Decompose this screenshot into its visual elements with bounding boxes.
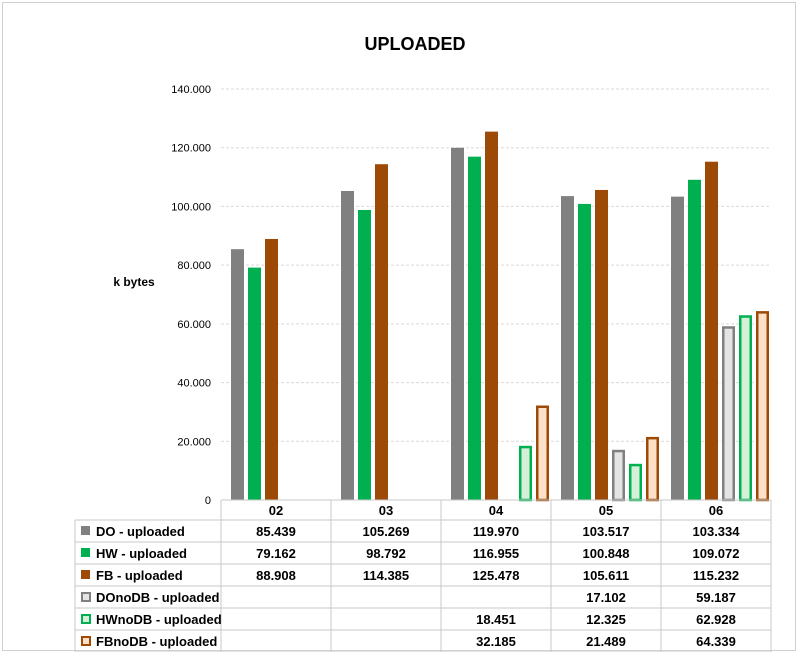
- data-label: 100.848: [583, 546, 630, 561]
- data-label: 64.339: [696, 634, 736, 649]
- data-label: 88.908: [256, 568, 296, 583]
- bar-do-05: [561, 196, 574, 500]
- bar-fb-02: [265, 238, 278, 500]
- legend-key: [81, 570, 90, 579]
- data-table: 02 03 04 05 06 DO - uploaded 85.439 105.269 119.…: [74, 499, 772, 653]
- bar-do-03: [341, 190, 354, 500]
- y-tick-label: 0: [205, 495, 211, 507]
- data-label: 109.072: [693, 546, 740, 561]
- y-tick-label: 20.000: [177, 436, 211, 448]
- legend-key: [81, 592, 91, 602]
- bar-do-04: [451, 147, 464, 500]
- y-tick-label: 40.000: [177, 378, 211, 390]
- y-tick-label: 60.000: [177, 319, 211, 331]
- chart-svg: UPLOADED k bytes 0 20.000 40.000 60.000 80.0…: [74, 34, 772, 653]
- bar-fbnodb-06: [756, 311, 769, 502]
- legend-key: [81, 526, 90, 535]
- legend-key: [81, 614, 91, 624]
- data-label: 12.325: [586, 612, 626, 627]
- y-tick-labels: 0 20.000 40.000 60.000 80.000 100.000 120.000 1…: [171, 84, 211, 507]
- y-tick-label: 100.000: [171, 201, 211, 213]
- data-label: 119.970: [473, 524, 519, 539]
- bar-fbnodb-05: [646, 436, 659, 502]
- y-tick-label: 140.000: [171, 84, 211, 96]
- x-tick-label: 06: [709, 503, 723, 518]
- x-tick-label: 04: [489, 503, 504, 518]
- bar-fb-03: [375, 164, 388, 501]
- legend-label: FB - uploaded: [96, 568, 183, 583]
- bar-hwnodb-06: [739, 315, 752, 502]
- legend-label: HW - uploaded: [96, 546, 187, 561]
- bar-fb-06: [705, 161, 718, 500]
- chart-title: UPLOADED: [364, 34, 465, 54]
- y-axis-label: k bytes: [113, 275, 155, 289]
- data-label: 105.269: [363, 524, 410, 539]
- bar-do-06: [671, 196, 684, 500]
- bar-hw-03: [358, 209, 371, 500]
- data-label: 98.792: [366, 546, 406, 561]
- data-label: 114.385: [363, 568, 409, 583]
- legend-label: DOnoDB - uploaded: [96, 590, 220, 605]
- data-label: 85.439: [256, 524, 296, 539]
- data-label: 115.232: [693, 568, 739, 583]
- bar-do-02: [231, 249, 244, 500]
- bar-fb-05: [595, 189, 608, 500]
- data-label: 62.928: [696, 612, 736, 627]
- x-tick-label: 02: [269, 503, 283, 518]
- data-label: 116.955: [473, 546, 519, 561]
- bar-hw-06: [688, 179, 701, 500]
- bar-donodb-05: [612, 449, 625, 502]
- bar-fb-04: [485, 131, 498, 500]
- x-tick-label: 05: [599, 503, 613, 518]
- data-label: 59.187: [696, 590, 736, 605]
- legend-label: HWnoDB - uploaded: [96, 612, 222, 627]
- data-label: 79.162: [256, 546, 296, 561]
- bar-donodb-06: [722, 326, 735, 502]
- legend-label: DO - uploaded: [96, 524, 185, 539]
- legend-label: FBnoDB - uploaded: [96, 634, 217, 649]
- bar-hw-05: [578, 203, 591, 500]
- legend-key: [81, 548, 90, 557]
- x-tick-label: 03: [379, 503, 393, 518]
- y-tick-label: 120.000: [171, 143, 211, 155]
- bars: [231, 131, 769, 502]
- data-label: 32.185: [476, 634, 516, 649]
- bar-hw-02: [248, 267, 261, 500]
- data-label: 18.451: [476, 612, 516, 627]
- data-label: 21.489: [586, 634, 626, 649]
- data-label: 103.517: [583, 524, 630, 539]
- legend-key: [81, 636, 91, 646]
- bar-hwnodb-04: [519, 445, 532, 502]
- data-label: 103.334: [693, 524, 741, 539]
- bar-fbnodb-04: [536, 405, 549, 502]
- bar-hw-04: [468, 156, 481, 500]
- bar-hwnodb-05: [629, 463, 642, 502]
- y-tick-label: 80.000: [177, 260, 211, 272]
- data-label: 125.478: [473, 568, 520, 583]
- data-label: 105.611: [583, 568, 629, 583]
- data-label: 17.102: [586, 590, 626, 605]
